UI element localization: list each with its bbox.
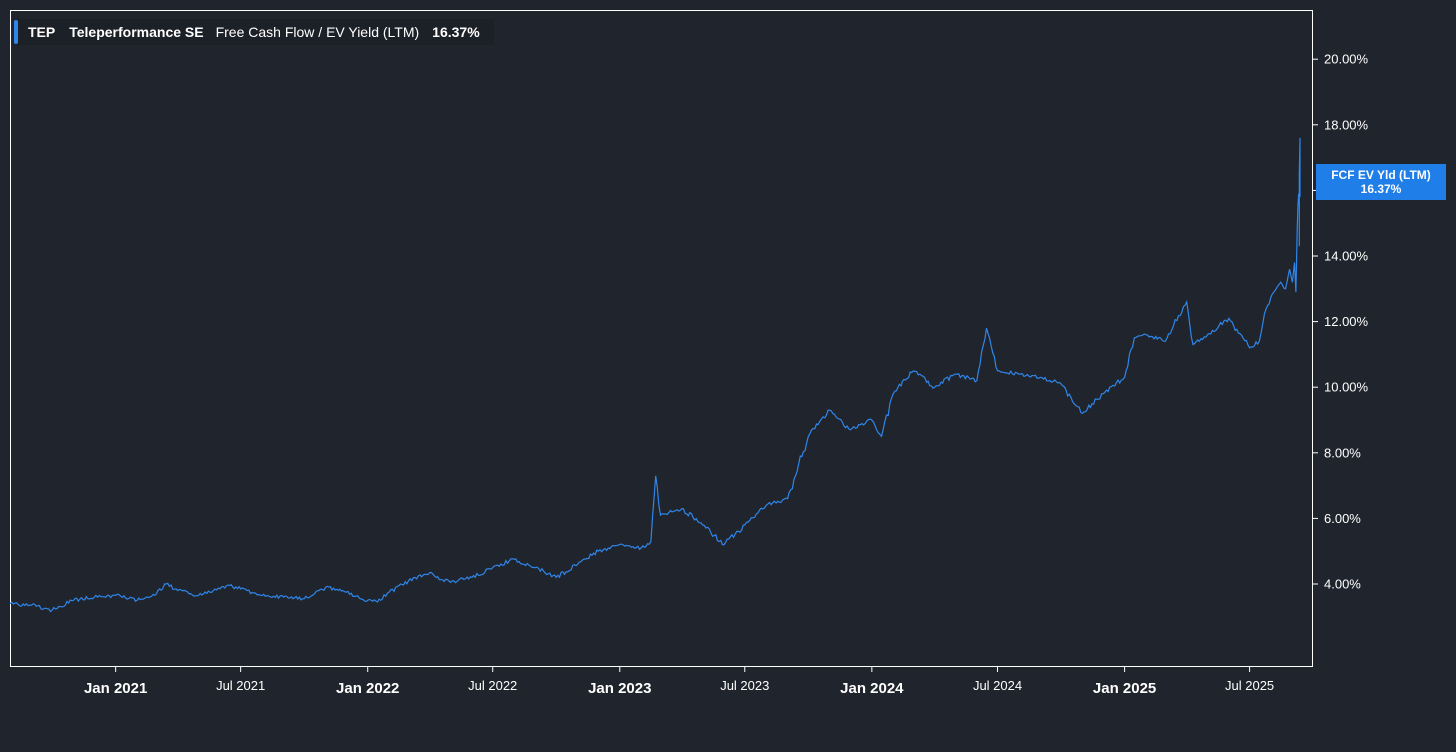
x-tick-label: Jan 2023: [588, 680, 651, 697]
x-tick-label: Jan 2025: [1093, 680, 1156, 697]
legend-ticker: TEP: [28, 24, 56, 40]
y-tick-label: 4.00%: [1324, 577, 1361, 592]
x-tick-label: Jul 2025: [1225, 678, 1274, 693]
y-tick-label: 14.00%: [1324, 249, 1369, 264]
axes: 4.00%6.00%8.00%10.00%12.00%14.00%16.00%1…: [84, 52, 1369, 697]
legend-company: Teleperformance SE: [69, 24, 204, 40]
last-value-tag: FCF EV Yld (LTM) 16.37%: [1316, 164, 1446, 200]
legend-value: 16.37%: [432, 24, 480, 40]
y-tick-label: 18.00%: [1324, 117, 1369, 132]
last-value-tag-label: FCF EV Yld (LTM): [1331, 168, 1431, 182]
x-tick-label: Jul 2021: [216, 678, 265, 693]
legend: TEP Teleperformance SE Free Cash Flow / …: [14, 19, 494, 45]
x-tick-label: Jul 2023: [720, 678, 769, 693]
x-tick-label: Jul 2022: [468, 678, 517, 693]
last-value-tag-value: 16.37%: [1360, 182, 1402, 196]
x-tick-label: Jan 2021: [84, 680, 147, 697]
x-tick-label: Jan 2024: [840, 680, 904, 697]
y-tick-label: 6.00%: [1324, 511, 1361, 526]
plot-frame: [10, 10, 1313, 667]
x-tick-label: Jan 2022: [336, 680, 399, 697]
y-tick-label: 20.00%: [1324, 52, 1369, 67]
y-tick-label: 12.00%: [1324, 314, 1369, 329]
legend-swatch: [14, 20, 18, 44]
legend-metric: Free Cash Flow / EV Yield (LTM): [215, 24, 420, 40]
x-tick-label: Jul 2024: [973, 678, 1022, 693]
series-line: [9, 137, 1301, 613]
y-tick-label: 8.00%: [1324, 445, 1361, 460]
y-tick-label: 10.00%: [1324, 380, 1369, 395]
